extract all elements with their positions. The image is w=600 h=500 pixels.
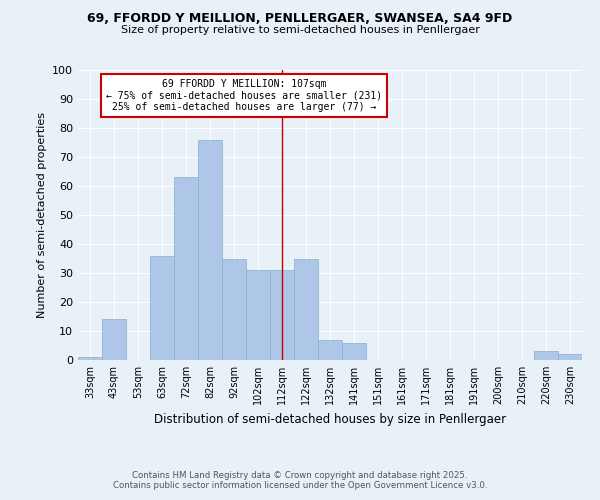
Text: 69, FFORDD Y MEILLION, PENLLERGAER, SWANSEA, SA4 9FD: 69, FFORDD Y MEILLION, PENLLERGAER, SWAN…	[88, 12, 512, 26]
Y-axis label: Number of semi-detached properties: Number of semi-detached properties	[37, 112, 47, 318]
Bar	[222, 258, 246, 360]
Bar	[174, 178, 198, 360]
Bar	[318, 340, 342, 360]
Bar	[270, 270, 294, 360]
X-axis label: Distribution of semi-detached houses by size in Penllergaer: Distribution of semi-detached houses by …	[154, 412, 506, 426]
Bar	[198, 140, 222, 360]
Text: 69 FFORDD Y MEILLION: 107sqm
← 75% of semi-detached houses are smaller (231)
25%: 69 FFORDD Y MEILLION: 107sqm ← 75% of se…	[106, 78, 382, 112]
Text: Contains HM Land Registry data © Crown copyright and database right 2025.
Contai: Contains HM Land Registry data © Crown c…	[113, 470, 487, 490]
Bar	[150, 256, 174, 360]
Bar	[294, 258, 318, 360]
Text: Size of property relative to semi-detached houses in Penllergaer: Size of property relative to semi-detach…	[121, 25, 479, 35]
Bar	[342, 342, 366, 360]
Bar	[246, 270, 270, 360]
Bar	[534, 352, 558, 360]
Bar	[558, 354, 582, 360]
Bar	[78, 357, 102, 360]
Bar	[102, 320, 126, 360]
